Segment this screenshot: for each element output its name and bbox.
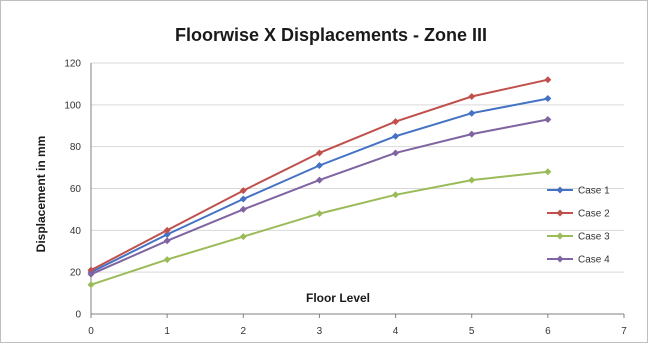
chart-title: Floorwise X Displacements - Zone III	[175, 25, 487, 45]
y-tick-label: 100	[64, 100, 81, 111]
y-tick-label: 60	[70, 184, 82, 195]
series-line-case-2	[90, 78, 549, 271]
x-tick-label: 7	[621, 326, 627, 337]
data-point-case-2	[239, 187, 247, 195]
data-point-case-2	[87, 266, 95, 274]
legend-marker-case-2	[556, 209, 564, 217]
axes	[90, 63, 625, 318]
line-chart: Floorwise X Displacements - Zone III 020…	[34, 25, 627, 338]
tick-labels: 0 20 40 60 80 100 120 0 1 2 3 4 5 6 7	[64, 59, 627, 338]
y-tick-label: 20	[70, 268, 82, 279]
legend-label-case-3: Case 3	[578, 232, 610, 243]
data-point-case-3	[163, 256, 171, 264]
data-point-case-2	[468, 92, 476, 100]
y-tick-label: 40	[70, 226, 82, 237]
data-point-case-4	[87, 270, 95, 278]
legend-item-case-3: Case 3	[547, 232, 610, 243]
legend: Case 1 Case 2 Case 3 Case 4	[547, 186, 610, 266]
data-point-case-2	[392, 118, 400, 126]
data-point-case-4	[468, 130, 476, 138]
legend-item-case-1: Case 1	[547, 186, 610, 197]
x-tick-label: 1	[164, 326, 170, 337]
x-tick-label: 6	[545, 326, 551, 337]
series-line-case-1	[90, 97, 549, 274]
legend-marker-case-3	[556, 232, 564, 240]
series-line-case-4	[90, 118, 549, 276]
legend-item-case-2: Case 2	[547, 209, 610, 220]
y-tick-label: 120	[64, 59, 81, 70]
data-point-case-4	[544, 115, 552, 123]
data-point-case-1	[468, 109, 476, 117]
legend-marker-case-4	[556, 255, 564, 263]
legend-item-case-4: Case 4	[547, 255, 610, 266]
y-axis-label: Displacement in mm	[34, 136, 48, 253]
x-tick-label: 3	[317, 326, 323, 337]
data-point-case-3	[468, 176, 476, 184]
data-point-case-3	[315, 210, 323, 218]
x-tick-label: 2	[241, 326, 247, 337]
data-point-case-1	[392, 132, 400, 140]
x-tick-label: 5	[469, 326, 475, 337]
data-point-case-3	[392, 191, 400, 199]
data-point-case-4	[315, 176, 323, 184]
data-point-case-2	[163, 226, 171, 234]
data-point-case-1	[239, 195, 247, 203]
legend-label-case-2: Case 2	[578, 209, 610, 220]
x-axis-label: Floor Level	[306, 291, 370, 305]
data-point-case-1	[315, 161, 323, 169]
y-tick-label: 80	[70, 142, 82, 153]
data-point-case-2	[544, 76, 552, 84]
legend-marker-case-1	[556, 186, 564, 194]
data-point-case-3	[239, 233, 247, 241]
data-point-case-1	[544, 95, 552, 103]
legend-label-case-4: Case 4	[578, 255, 610, 266]
data-point-case-4	[239, 205, 247, 213]
data-point-case-4	[392, 149, 400, 157]
x-tick-label: 4	[393, 326, 399, 337]
gridlines	[91, 62, 624, 273]
data-point-case-3	[87, 281, 95, 289]
y-tick-label: 0	[75, 310, 81, 321]
data-point-case-1	[163, 231, 171, 239]
data-point-case-2	[315, 149, 323, 157]
series-lines	[87, 76, 552, 289]
data-point-case-4	[163, 237, 171, 245]
x-tick-label: 0	[88, 326, 94, 337]
legend-label-case-1: Case 1	[578, 186, 610, 197]
data-point-case-3	[544, 168, 552, 176]
